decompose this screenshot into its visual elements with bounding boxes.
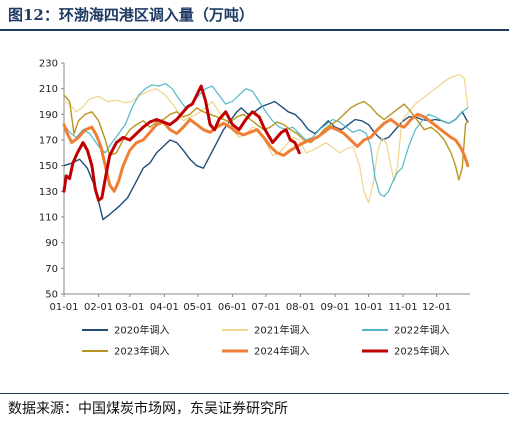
title-rule <box>0 29 509 31</box>
y-tick-label: 50 <box>45 290 58 301</box>
line-chart: 50 70 90 110 130 150 170 190 210 230 01-01 02-01 03-… <box>39 59 470 358</box>
legend-label-5: 2025年调入 <box>394 345 449 358</box>
legend-label-3: 2023年调入 <box>114 345 169 358</box>
y-tick-label: 170 <box>39 136 58 147</box>
y-tick-label: 110 <box>39 213 58 224</box>
chart-series-lines <box>62 74 470 221</box>
series-line-4 <box>62 112 470 193</box>
x-tick-label: 12-01 <box>422 302 451 313</box>
source-rule <box>0 393 509 394</box>
y-tick-label: 210 <box>39 84 58 95</box>
x-tick-label: 05-01 <box>183 302 212 313</box>
legend-label-2: 2022年调入 <box>394 324 449 337</box>
x-tick-label: 04-01 <box>150 302 179 313</box>
legend-label-0: 2020年调入 <box>114 324 169 337</box>
series-line-3 <box>63 94 469 181</box>
x-tick-label: 08-01 <box>286 302 315 313</box>
y-tick-label: 190 <box>39 110 58 121</box>
x-tick-label: 02-01 <box>84 302 113 313</box>
x-tick-label: 03-01 <box>115 302 144 313</box>
source-note: 数据来源：中国煤炭市场网，东吴证券研究所 <box>8 401 288 417</box>
chart-axes: 50 70 90 110 130 150 170 190 210 230 01-01 02-01 03-… <box>39 59 470 313</box>
x-tick-label: 10-01 <box>354 302 383 313</box>
x-tick-label: 01-01 <box>49 302 78 313</box>
legend-label-1: 2021年调入 <box>254 324 309 337</box>
chart-legend: 2020年调入 2021年调入 2022年调入 2023年调入 2024年调入 2025年… <box>82 324 449 358</box>
y-tick-label: 90 <box>45 238 58 249</box>
series-line-5 <box>62 84 301 202</box>
legend-label-4: 2024年调入 <box>254 345 309 358</box>
x-tick-label: 09-01 <box>321 302 350 313</box>
chart-title: 图12：环渤海四港区调入量（万吨） <box>8 6 254 24</box>
y-tick-label: 70 <box>45 264 58 275</box>
x-tick-label: 11-01 <box>389 302 418 313</box>
series-line-1 <box>63 74 469 204</box>
y-tick-label: 150 <box>39 161 58 172</box>
y-tick-label: 230 <box>39 59 58 70</box>
x-tick-label: 07-01 <box>251 302 280 313</box>
x-tick-label: 06-01 <box>218 302 247 313</box>
series-line-2 <box>63 82 469 198</box>
y-tick-label: 130 <box>39 187 58 198</box>
